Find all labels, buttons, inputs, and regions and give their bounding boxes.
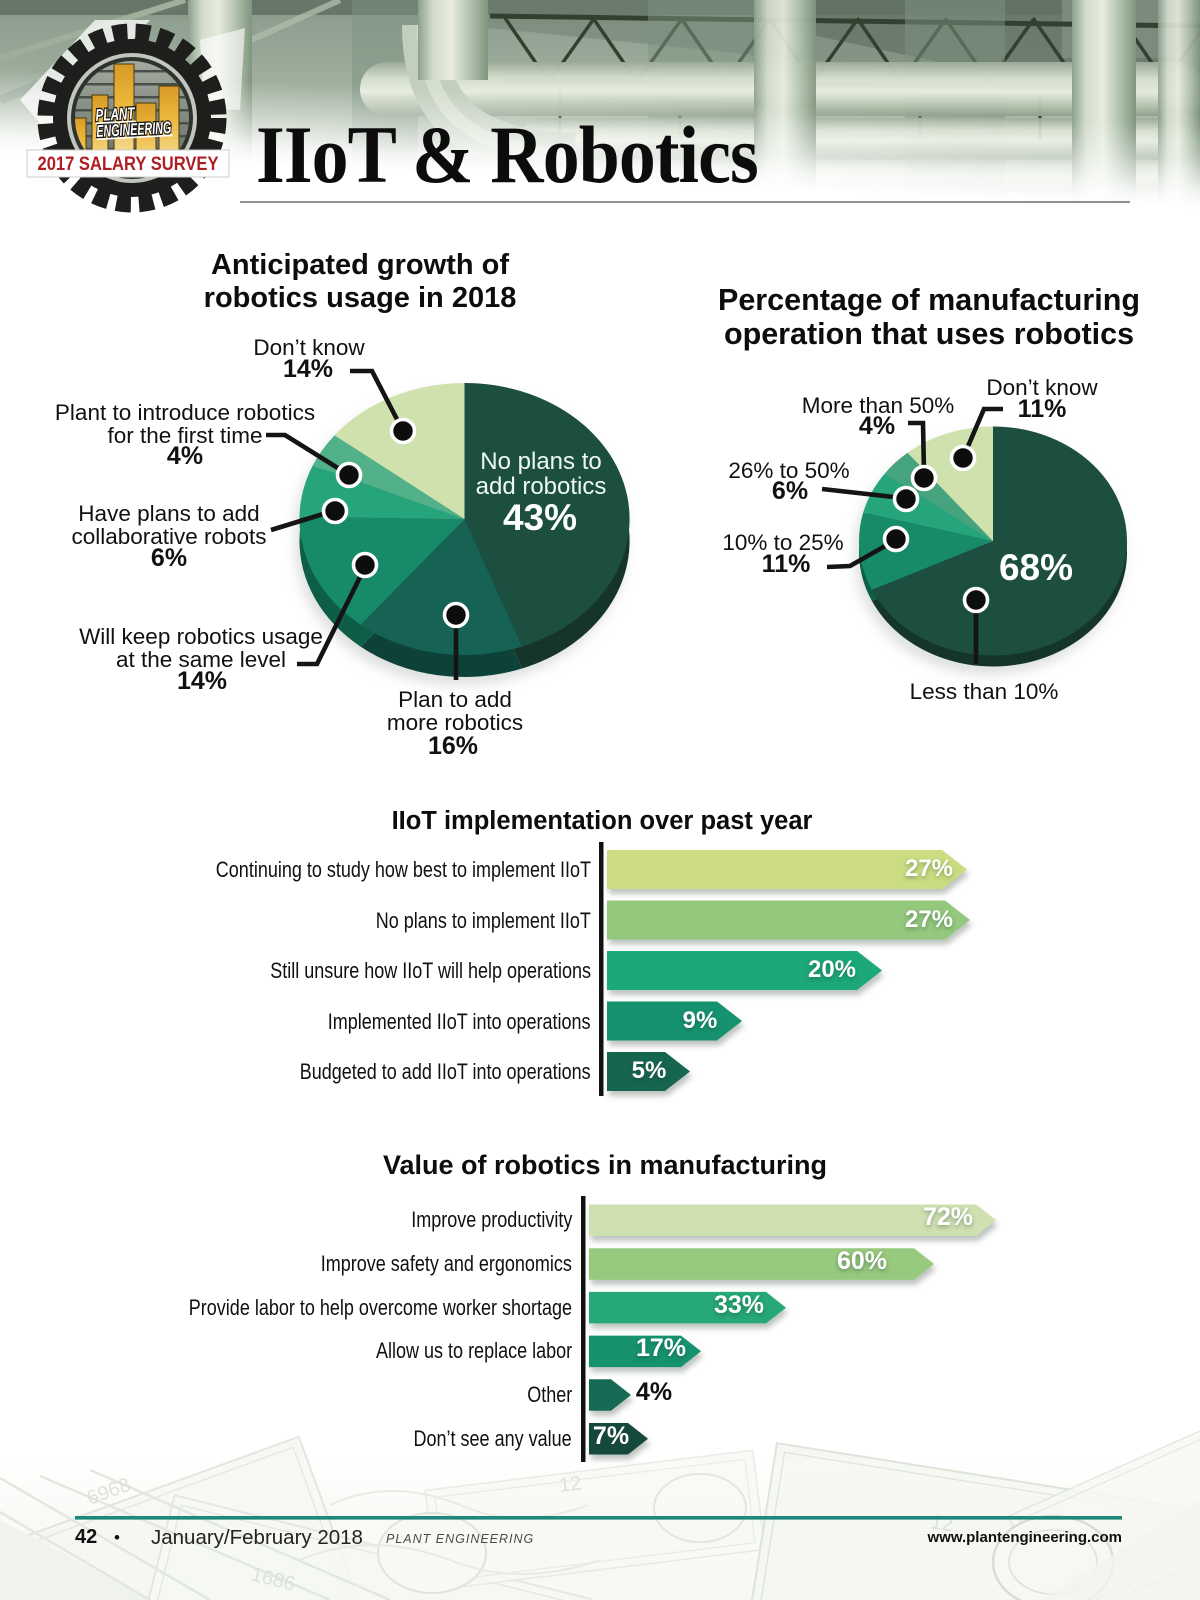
svg-text:12: 12 xyxy=(558,1472,583,1497)
svg-text:PLANT: PLANT xyxy=(95,104,136,125)
svg-text:2017 SALARY SURVEY: 2017 SALARY SURVEY xyxy=(38,153,219,175)
svg-text:12: 12 xyxy=(929,1511,954,1536)
